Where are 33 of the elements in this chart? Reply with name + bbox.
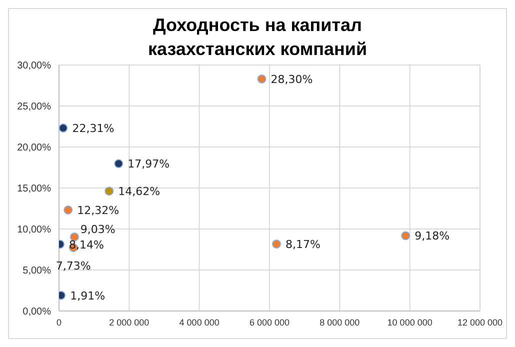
data-label: 12,32% <box>77 204 120 217</box>
data-label: 14,62% <box>118 185 160 198</box>
data-label: 1,91% <box>70 289 106 302</box>
y-tick-label: 10,00% <box>17 224 52 236</box>
data-label: 8,14% <box>69 238 104 252</box>
point <box>272 240 282 249</box>
y-tick-label: 25,00% <box>17 102 52 113</box>
x-tick-label: 6 000 000 <box>249 317 290 328</box>
x-tick-label: 4 000 000 <box>179 317 220 328</box>
data-label: 17,97% <box>128 158 170 171</box>
x-tick-label: 0 <box>56 317 62 328</box>
x-tick-label: 2 000 000 <box>109 317 150 328</box>
x-tick-label: 8 000 000 <box>320 317 360 328</box>
x-tick-label: 10 000 000 <box>387 317 432 328</box>
data-label: 9,03% <box>80 222 116 236</box>
x-tick-label: 12 000 000 <box>457 317 503 328</box>
y-tick-label: 5,00% <box>22 266 52 277</box>
y-tick-label: 30,00% <box>17 60 52 72</box>
point <box>59 124 68 133</box>
point <box>64 205 73 214</box>
data-label: 8,17% <box>286 238 320 252</box>
y-tick-label: 15,00% <box>17 184 52 195</box>
y-tick-label: 20,00% <box>17 142 52 154</box>
data-label: 28,30% <box>270 72 313 86</box>
point <box>114 159 124 168</box>
chart-title: Доходность на капитал казахстанских компаний <box>146 14 368 59</box>
point <box>104 186 114 196</box>
data-label: 7,73% <box>56 260 91 273</box>
data-label: 22,31% <box>72 122 114 136</box>
data-label: 9,18% <box>414 230 450 243</box>
point <box>257 74 266 84</box>
point <box>401 231 410 240</box>
y-tick-label: 0,00% <box>22 306 52 318</box>
